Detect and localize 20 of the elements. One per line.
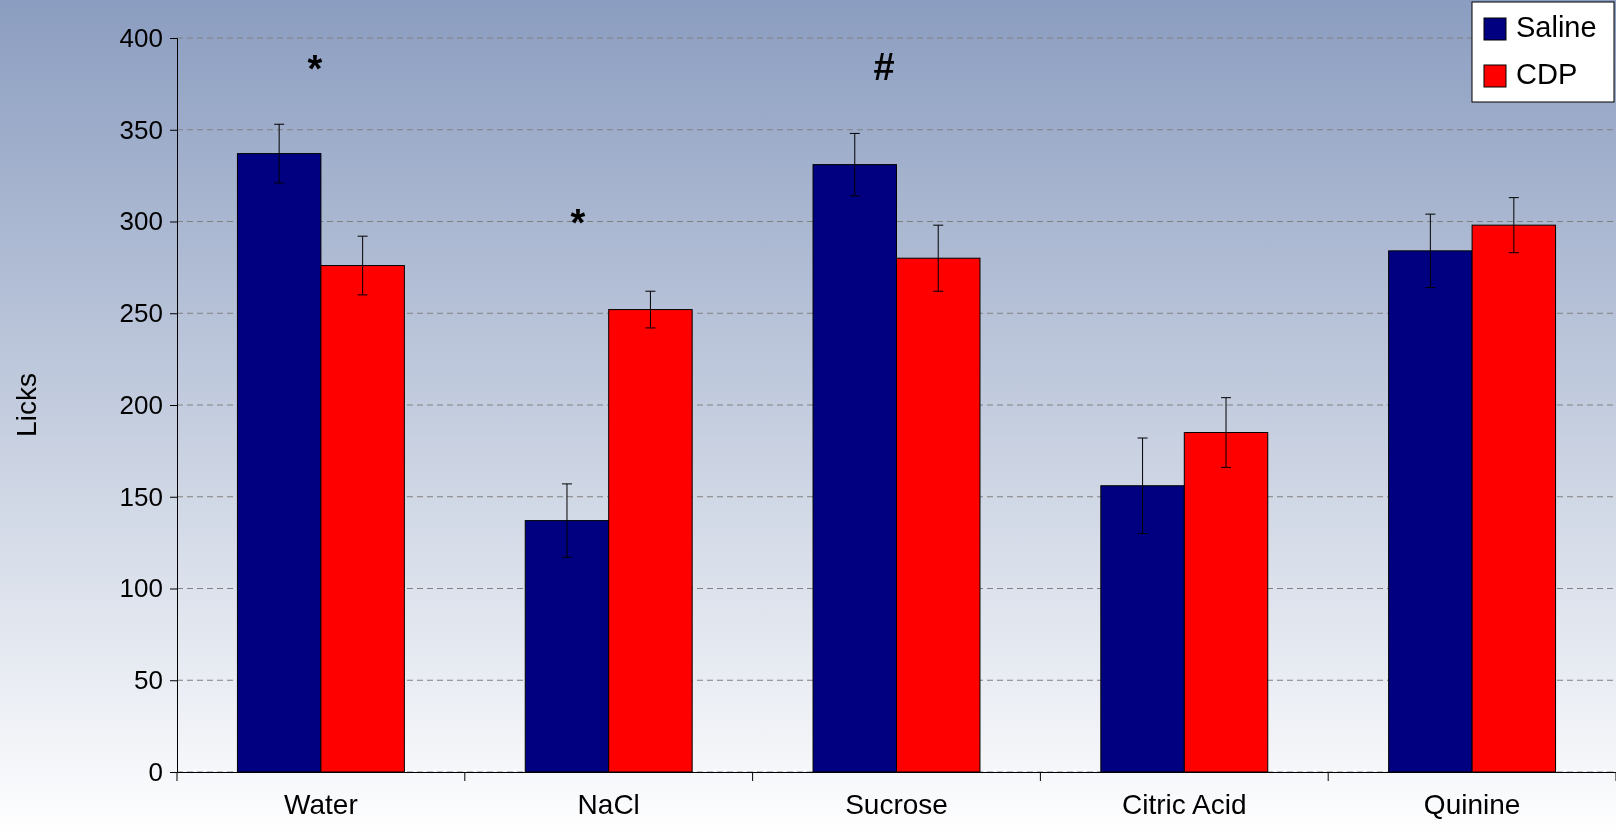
annotation: # <box>873 46 895 89</box>
x-tick-label: Water <box>284 789 358 821</box>
y-tick-label: 350 <box>119 114 163 145</box>
annotation: * <box>307 48 323 91</box>
legend-label: CDP <box>1516 57 1578 90</box>
x-tick-label: Citric Acid <box>1122 789 1247 821</box>
y-tick-label: 0 <box>148 756 163 787</box>
y-tick-label: 250 <box>119 298 163 329</box>
y-tick-label: 50 <box>134 665 163 696</box>
x-tick-label: Sucrose <box>845 789 948 821</box>
y-axis-title: Licks <box>11 373 42 437</box>
y-tick-label: 150 <box>119 481 163 512</box>
x-tick-label: Quinine <box>1423 789 1521 821</box>
y-tick-label: 300 <box>119 206 163 237</box>
legend-label: Saline <box>1516 10 1597 43</box>
y-tick-label: 400 <box>119 22 163 53</box>
annotation: * <box>570 202 586 245</box>
y-tick-label: 200 <box>119 389 163 420</box>
y-tick-label: 100 <box>119 573 163 604</box>
x-tick-label: NaCl <box>577 789 640 821</box>
